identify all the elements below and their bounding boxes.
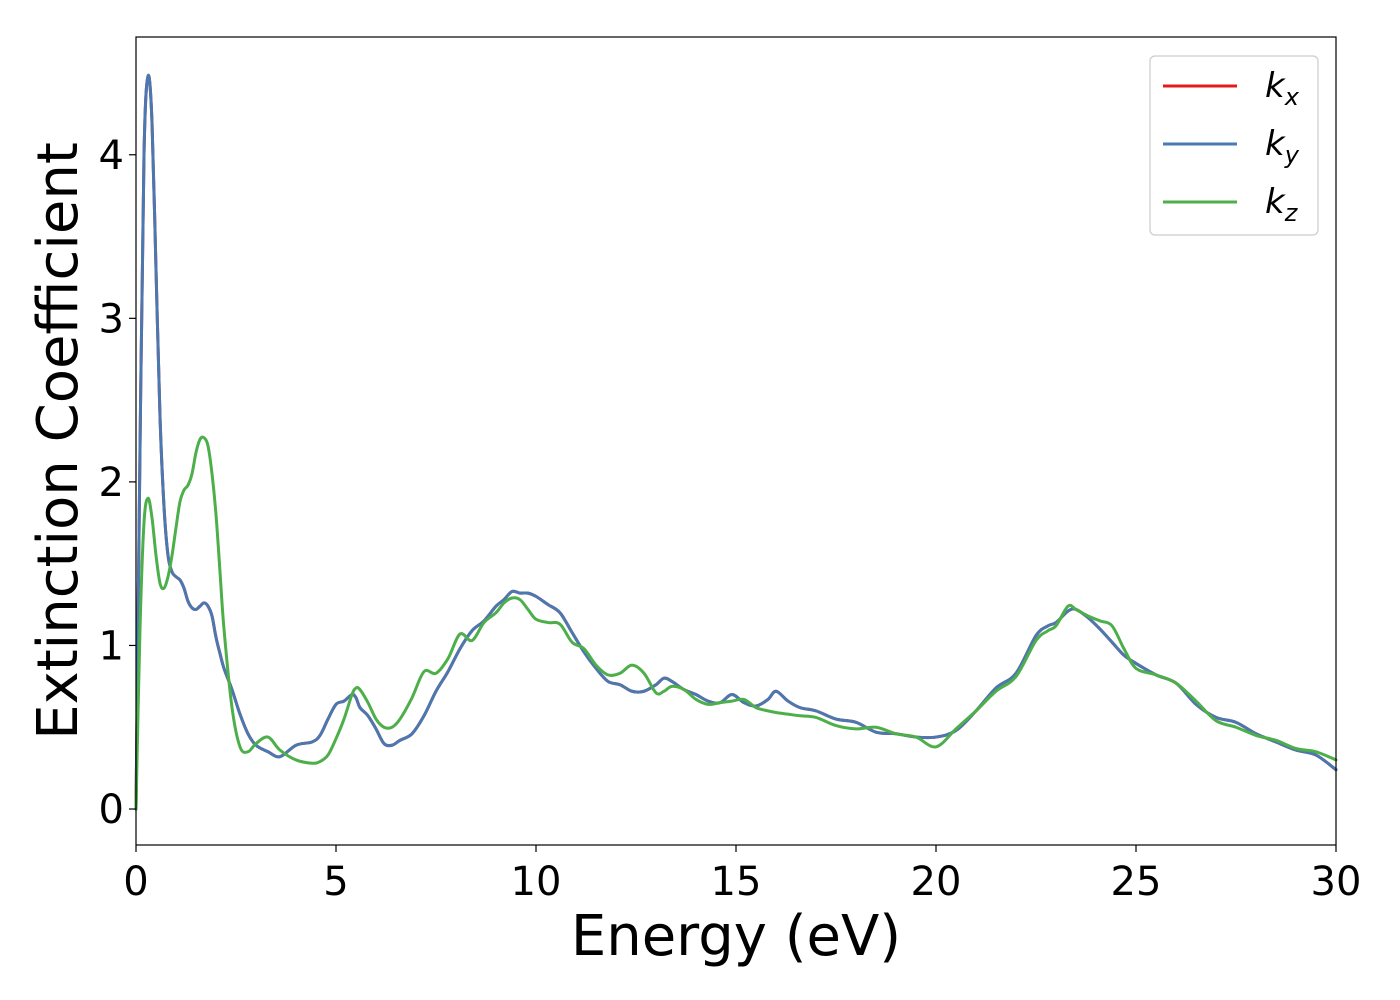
x-tick-label: 30 (1311, 859, 1362, 905)
x-tick-label: 25 (1111, 859, 1162, 905)
x-axis: 0 5 10 15 20 25 30 (123, 845, 1361, 905)
y-tick-label: 4 (99, 133, 124, 179)
series-layer (134, 73, 1338, 811)
y-tick-label: 0 (99, 787, 124, 833)
series-line-y (134, 73, 1338, 811)
series-line-z (134, 435, 1338, 811)
x-tick-label: 20 (911, 859, 962, 905)
x-axis-label: Energy (eV) (571, 904, 901, 969)
x-tick-label: 15 (711, 859, 762, 905)
y-axis: 0 1 2 3 4 (99, 133, 136, 833)
y-axis-label: Extinction Coefficient (26, 142, 91, 740)
y-tick-label: 3 (99, 296, 124, 342)
legend-label-x: kx (1265, 66, 1300, 111)
legend-label-y: ky (1265, 124, 1300, 169)
y-tick-label: 1 (99, 623, 124, 669)
y-tick-label: 2 (99, 460, 124, 506)
x-tick-label: 0 (123, 859, 148, 905)
x-tick-label: 5 (323, 859, 348, 905)
x-tick-label: 10 (511, 859, 562, 905)
